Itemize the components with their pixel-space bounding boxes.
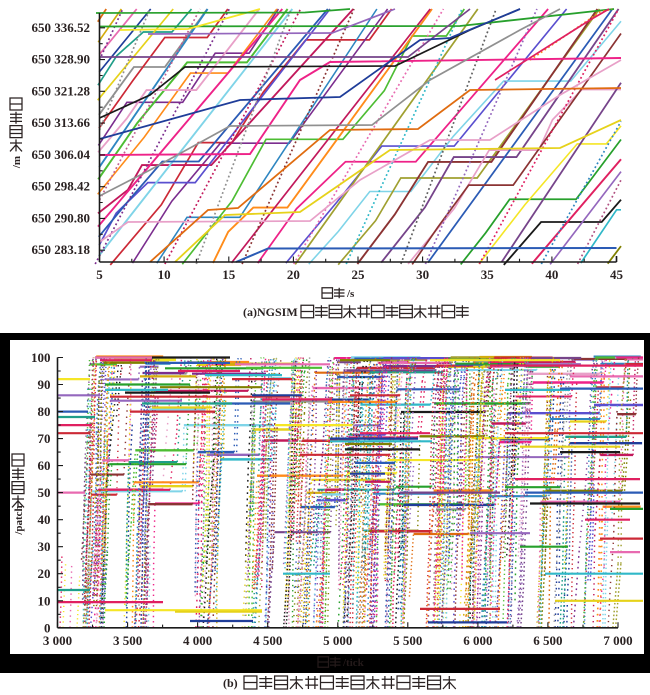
svg-text:10: 10 [38,593,51,608]
svg-text:(a)NGSIM: (a)NGSIM [243,305,298,319]
svg-text:40: 40 [38,512,51,527]
svg-text:3 500: 3 500 [113,633,142,648]
svg-text:25: 25 [352,267,366,282]
svg-text:35: 35 [481,267,495,282]
svg-text:650 306.04: 650 306.04 [32,147,91,162]
svg-text:650 336.52: 650 336.52 [32,20,91,35]
svg-text:50: 50 [38,485,51,500]
svg-text:3 000: 3 000 [43,633,72,648]
svg-text:650 290.80: 650 290.80 [32,210,91,225]
svg-text:/m: /m [11,156,23,169]
svg-text:20: 20 [287,267,300,282]
svg-text:650 313.66: 650 313.66 [32,115,91,130]
svg-text:/s: /s [346,288,355,300]
svg-text:650 321.28: 650 321.28 [32,83,91,98]
svg-text:45: 45 [610,267,624,282]
svg-text:/tick: /tick [342,657,365,669]
svg-text:650 283.18: 650 283.18 [32,242,91,257]
svg-text:(b): (b) [223,676,238,690]
svg-text:650 298.42: 650 298.42 [32,179,91,194]
svg-text:4 000: 4 000 [183,633,212,648]
svg-text:90: 90 [38,377,51,392]
svg-text:5: 5 [96,267,103,282]
svg-text:30: 30 [416,267,429,282]
svg-text:20: 20 [38,566,51,581]
svg-text:0: 0 [44,620,51,635]
svg-text:70: 70 [38,431,51,446]
svg-text:650 328.90: 650 328.90 [32,52,91,67]
svg-text:15: 15 [222,267,236,282]
svg-text:80: 80 [38,404,51,419]
svg-text:4 500: 4 500 [253,633,282,648]
svg-text:/patch: /patch [13,505,25,535]
svg-text:6 500: 6 500 [533,633,562,648]
svg-text:5 500: 5 500 [393,633,422,648]
svg-text:10: 10 [158,267,171,282]
svg-text:40: 40 [545,267,558,282]
svg-text:6 000: 6 000 [463,633,492,648]
svg-text:100: 100 [31,350,51,365]
svg-text:7 000: 7 000 [603,633,632,648]
svg-text:60: 60 [38,458,51,473]
svg-text:5 000: 5 000 [323,633,352,648]
svg-text:30: 30 [38,539,51,554]
